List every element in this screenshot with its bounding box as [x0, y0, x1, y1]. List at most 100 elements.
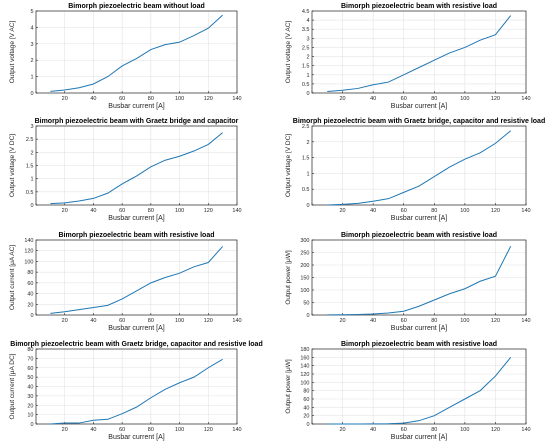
x-tick-label: 40 [370, 208, 376, 214]
chart-panel-8: 20 40 60 80 100 120 140 0 20 40 60 80 100 120 140 160 18… [285, 341, 531, 441]
x-tick-label: 40 [90, 318, 96, 324]
y-tick-label: 0 [30, 91, 33, 97]
y-tick-label: 0 [306, 203, 309, 209]
y-tick-label: 3.5 [302, 27, 310, 33]
axes-box [35, 239, 238, 316]
chart-title: Bimorph piezoelectric beam with Graetz b… [35, 118, 239, 125]
x-axis-label: Busbar current [A] [108, 215, 164, 222]
x-tick-label: 20 [62, 208, 68, 214]
y-tick-label: 0 [306, 422, 309, 428]
y-tick-label: 140 [24, 238, 33, 244]
chart-panel-1: 20 40 60 80 100 120 140 0 1 2 3 4 5 Bimorph piezoelec… [9, 3, 242, 110]
chart-title: Bimorph piezoelectric beam with resistiv… [341, 232, 497, 239]
x-tick-label: 140 [232, 96, 241, 102]
y-tick-label: 50 [303, 301, 309, 307]
x-tick-label: 60 [401, 208, 407, 214]
x-tick-label: 140 [232, 208, 241, 214]
x-axis-label: Busbar current [A] [108, 103, 164, 110]
chart-panel-2: 20 40 60 80 100 120 140 0 0.5 1 1.5 2 2.5 3 3.5 4 4.5 Bim… [285, 3, 531, 110]
x-tick-label: 100 [175, 427, 184, 433]
plot-area [312, 126, 526, 205]
y-tick-label: 1 [30, 177, 33, 183]
y-tick-label: 2 [30, 58, 33, 64]
chart-title: Bimorph piezoelectric beam with Graetz b… [10, 341, 262, 348]
x-tick-label: 20 [62, 427, 68, 433]
axes-box [35, 10, 238, 94]
x-tick-label: 40 [90, 208, 96, 214]
y-tick-label: 60 [27, 281, 33, 287]
x-tick-label: 80 [148, 427, 154, 433]
chart-title: Bimorph piezoelectric beam with resistiv… [59, 232, 215, 239]
x-tick-label: 60 [401, 318, 407, 324]
x-tick-label: 140 [232, 427, 241, 433]
y-axis-label: Output power [μW] [285, 359, 292, 414]
y-tick-label: 4 [306, 18, 309, 24]
x-tick-label: 120 [491, 208, 500, 214]
plot-area [36, 240, 237, 315]
y-tick-label: 140 [300, 364, 309, 370]
y-tick-label: 1.5 [26, 164, 34, 170]
y-tick-label: 0.5 [302, 82, 310, 88]
x-tick-label: 80 [431, 427, 437, 433]
x-tick-label: 20 [340, 96, 346, 102]
y-tick-label: 160 [300, 355, 309, 361]
x-tick-label: 140 [521, 208, 530, 214]
y-tick-label: 0 [306, 313, 309, 319]
x-tick-label: 60 [401, 427, 407, 433]
x-axis-label: Busbar current [A] [391, 215, 447, 222]
y-tick-label: 300 [300, 238, 309, 244]
y-tick-label: 40 [27, 292, 33, 298]
x-tick-label: 120 [204, 427, 213, 433]
y-tick-label: 100 [300, 380, 309, 386]
y-tick-label: 80 [27, 347, 33, 353]
x-tick-label: 120 [491, 96, 500, 102]
y-tick-label: 30 [27, 394, 33, 400]
x-tick-label: 20 [62, 96, 68, 102]
chart-panel-6: 20 40 60 80 100 120 140 0 50 100 150 200 250 300 Bimor… [285, 232, 531, 332]
y-tick-label: 180 [300, 347, 309, 353]
x-tick-label: 120 [204, 318, 213, 324]
y-tick-label: 3 [30, 124, 33, 130]
y-tick-label: 200 [300, 263, 309, 269]
y-tick-label: 0.5 [26, 190, 34, 196]
x-tick-label: 80 [431, 318, 437, 324]
x-tick-label: 80 [431, 208, 437, 214]
x-tick-label: 140 [232, 318, 241, 324]
y-tick-label: 0.5 [302, 187, 310, 193]
x-tick-label: 100 [460, 96, 469, 102]
y-tick-label: 80 [303, 389, 309, 395]
y-tick-label: 10 [27, 413, 33, 419]
y-tick-label: 2.5 [302, 45, 310, 51]
x-tick-label: 20 [340, 427, 346, 433]
y-tick-label: 4.5 [302, 9, 310, 15]
x-tick-label: 20 [340, 318, 346, 324]
x-axis-label: Busbar current [A] [108, 325, 164, 332]
chart-title: Bimorph piezoelectric beam with Graetz b… [293, 118, 545, 125]
x-tick-label: 100 [175, 96, 184, 102]
x-tick-label: 80 [148, 96, 154, 102]
plot-area [312, 349, 526, 424]
x-tick-label: 60 [119, 318, 125, 324]
x-tick-label: 100 [460, 318, 469, 324]
x-tick-label: 140 [521, 427, 530, 433]
x-tick-label: 60 [119, 208, 125, 214]
x-tick-label: 120 [491, 318, 500, 324]
y-tick-label: 0 [30, 203, 33, 209]
y-tick-label: 3 [306, 36, 309, 42]
y-tick-label: 1 [306, 171, 309, 177]
x-tick-label: 60 [401, 96, 407, 102]
x-tick-label: 80 [431, 96, 437, 102]
x-tick-label: 40 [90, 96, 96, 102]
y-axis-label: Output voltage [V AC] [9, 21, 16, 84]
y-tick-label: 250 [300, 251, 309, 257]
axes-box [311, 10, 527, 94]
y-tick-label: 1 [306, 73, 309, 79]
y-tick-label: 0 [306, 91, 309, 97]
y-tick-label: 20 [27, 403, 33, 409]
y-tick-label: 20 [303, 414, 309, 420]
chart-title: Bimorph piezoelectric beam with resistiv… [341, 341, 497, 348]
x-tick-label: 80 [148, 208, 154, 214]
y-tick-label: 150 [300, 276, 309, 282]
y-tick-label: 60 [303, 397, 309, 403]
